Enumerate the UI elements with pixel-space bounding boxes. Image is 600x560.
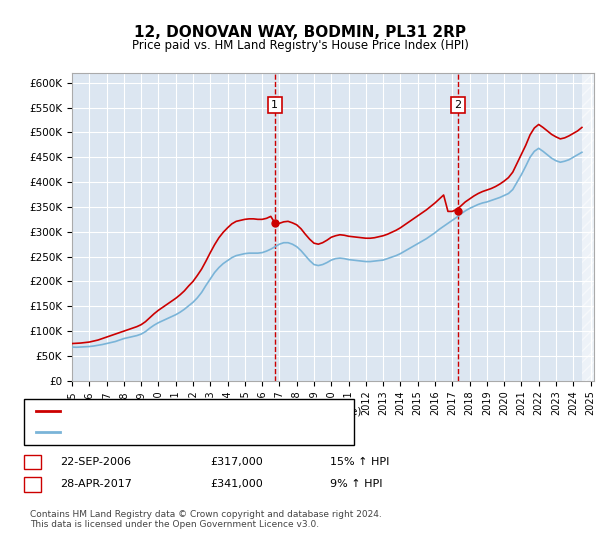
Text: 2: 2 <box>29 479 36 489</box>
Text: HPI: Average price, detached house, Cornwall: HPI: Average price, detached house, Corn… <box>63 427 301 437</box>
Text: 22-SEP-2006: 22-SEP-2006 <box>60 457 131 467</box>
Text: 1: 1 <box>271 100 278 110</box>
Text: 28-APR-2017: 28-APR-2017 <box>60 479 132 489</box>
Text: 1: 1 <box>29 457 36 467</box>
Text: Price paid vs. HM Land Registry's House Price Index (HPI): Price paid vs. HM Land Registry's House … <box>131 39 469 52</box>
Text: 9% ↑ HPI: 9% ↑ HPI <box>330 479 383 489</box>
Text: 12, DONOVAN WAY, BODMIN, PL31 2RP (detached house): 12, DONOVAN WAY, BODMIN, PL31 2RP (detac… <box>63 406 361 416</box>
Text: 15% ↑ HPI: 15% ↑ HPI <box>330 457 389 467</box>
Text: £341,000: £341,000 <box>210 479 263 489</box>
Text: Contains HM Land Registry data © Crown copyright and database right 2024.
This d: Contains HM Land Registry data © Crown c… <box>30 510 382 529</box>
Text: £317,000: £317,000 <box>210 457 263 467</box>
Text: 2: 2 <box>454 100 461 110</box>
Text: 12, DONOVAN WAY, BODMIN, PL31 2RP: 12, DONOVAN WAY, BODMIN, PL31 2RP <box>134 25 466 40</box>
